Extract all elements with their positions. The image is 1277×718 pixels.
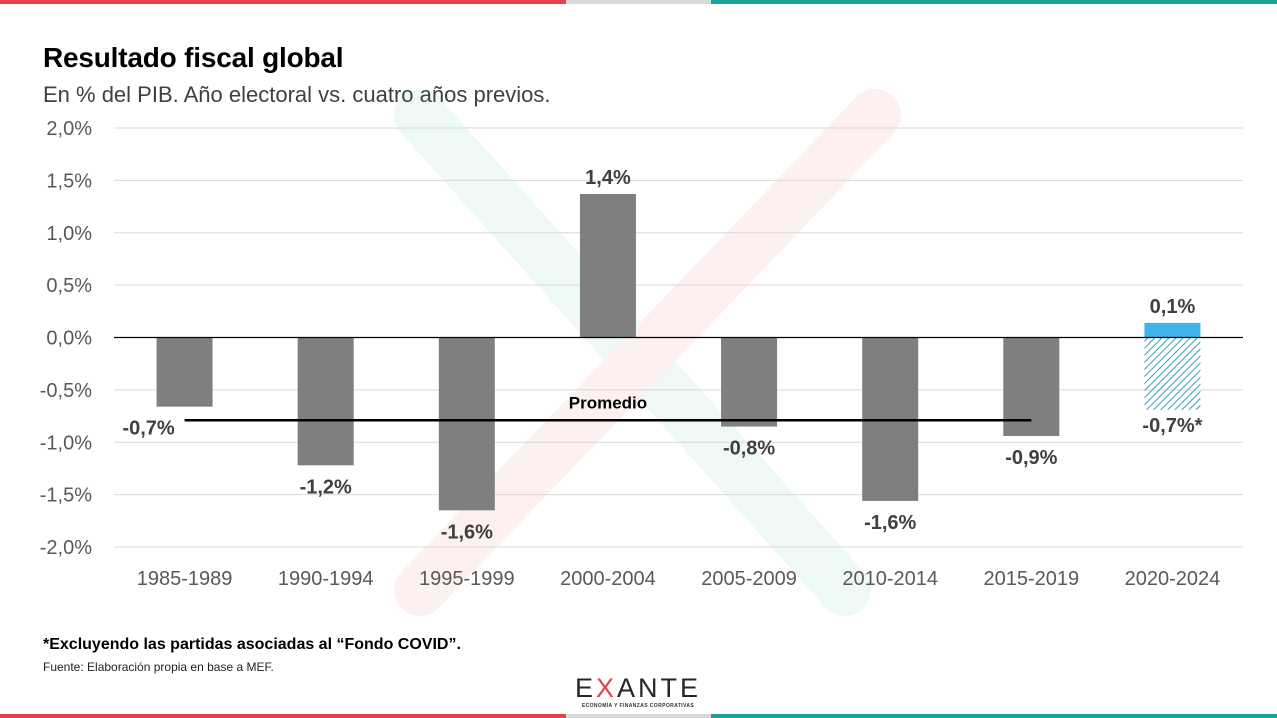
- stripe-teal-segment: [711, 0, 1277, 4]
- y-tick-label: 2,0%: [46, 118, 92, 140]
- y-tick-label: 1,5%: [46, 170, 92, 192]
- logo-letters-ante: ANTE: [617, 673, 702, 703]
- x-tick-label: 2010-2014: [842, 568, 938, 590]
- y-tick-label: -1,0%: [40, 432, 92, 454]
- bottom-accent-stripe: [0, 714, 1277, 718]
- y-tick-label: -0,5%: [40, 380, 92, 402]
- footnote-covid: *Excluyendo las partidas asociadas al “F…: [43, 636, 461, 653]
- x-tick-label: 1995-1999: [419, 568, 515, 590]
- stripe-gray-segment: [566, 714, 711, 718]
- stripe-red-segment: [0, 0, 566, 4]
- exante-logo: EXANTE ECONOMÍA Y FINANZAS CORPORATIVAS: [568, 674, 708, 709]
- bar-adjusted-hatched: [1144, 337, 1201, 410]
- bar-2020-2024: [1144, 322, 1201, 338]
- data-label: 1,4%: [585, 167, 631, 189]
- data-label: -1,6%: [864, 512, 916, 534]
- y-tick-label: 1,0%: [46, 223, 92, 245]
- top-accent-stripe: [0, 0, 1277, 4]
- stripe-gray-segment: [566, 0, 711, 4]
- bar-1990-1994: [297, 337, 354, 466]
- data-label: -1,6%: [441, 521, 493, 543]
- bar-2000-2004: [579, 193, 636, 338]
- x-tick-label: 2020-2024: [1125, 568, 1221, 590]
- logo-letter-x: X: [595, 673, 617, 703]
- x-tick-label: 1985-1989: [137, 568, 233, 590]
- stripe-teal-segment: [711, 714, 1277, 718]
- logo-letter-e: E: [574, 673, 596, 703]
- data-label: 0,1%: [1150, 296, 1196, 318]
- y-tick-label: 0,0%: [46, 328, 92, 350]
- y-tick-label: -2,0%: [40, 537, 92, 559]
- logo-tagline: ECONOMÍA Y FINANZAS CORPORATIVAS: [581, 703, 695, 709]
- x-tick-label: 1990-1994: [278, 568, 374, 590]
- stripe-red-segment: [0, 714, 566, 718]
- x-tick-label: 2000-2004: [560, 568, 656, 590]
- data-label: -1,2%: [300, 476, 352, 498]
- data-label: -0,7%: [122, 418, 174, 440]
- logo-wordmark: EXANTE: [568, 674, 708, 702]
- average-label: Promedio: [569, 393, 647, 412]
- y-tick-label: -1,5%: [40, 485, 92, 507]
- x-tick-label: 2005-2009: [701, 568, 797, 590]
- data-label: -0,9%: [1005, 447, 1057, 469]
- chart-subtitle: En % del PIB. Año electoral vs. cuatro a…: [43, 82, 551, 107]
- bar-2005-2009: [721, 337, 778, 427]
- source-note: Fuente: Elaboración propia en base a MEF…: [43, 660, 274, 674]
- data-label-adjusted: -0,7%*: [1142, 415, 1202, 437]
- bar-1995-1999: [438, 337, 495, 511]
- data-label: -0,8%: [723, 438, 775, 460]
- exante-x-watermark: [394, 89, 901, 616]
- x-tick-label: 2015-2019: [983, 568, 1079, 590]
- chart-title: Resultado fiscal global: [43, 42, 344, 73]
- bar-1985-1989: [156, 337, 213, 407]
- y-tick-label: 0,5%: [46, 275, 92, 297]
